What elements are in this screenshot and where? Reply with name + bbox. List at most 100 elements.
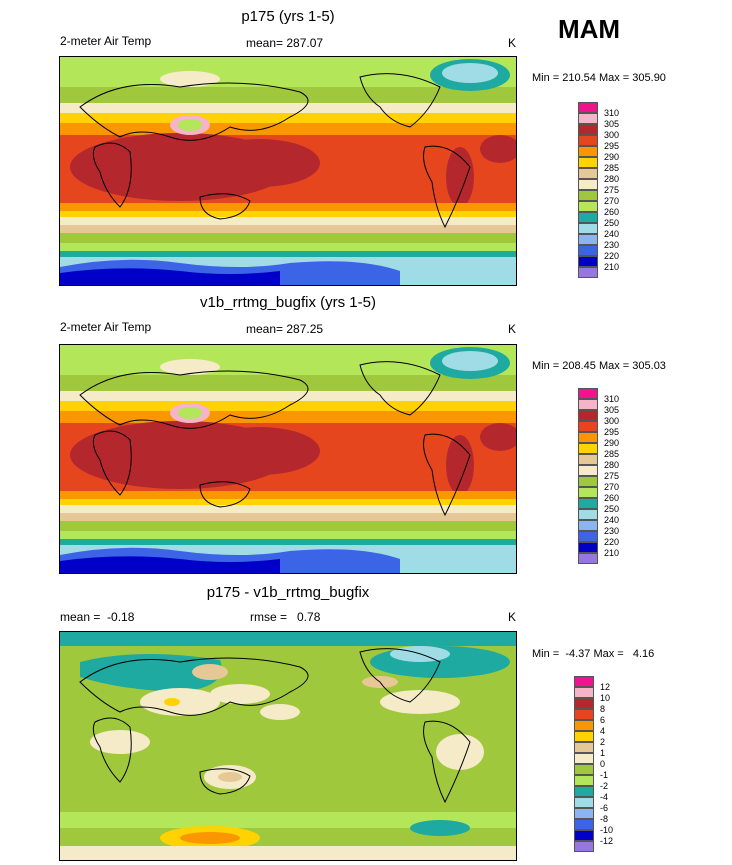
panel-3-minmax: Min = -4.37 Max = 4.16 (532, 648, 655, 660)
colorbar-label: 210 (604, 262, 620, 272)
colorbar-swatch (578, 476, 598, 487)
colorbar-swatch (578, 498, 598, 509)
colorbar-swatch (578, 113, 598, 124)
colorbar-label: 230 (604, 240, 620, 250)
colorbar-swatch (578, 256, 598, 267)
colorbar-label: -4 (600, 792, 609, 802)
colorbar-label: 10 (600, 693, 611, 703)
panel-1-title: p175 (yrs 1-5) (241, 8, 335, 25)
colorbar-swatch (578, 531, 598, 542)
colorbar-swatch (574, 753, 594, 764)
colorbar-swatch (578, 421, 598, 432)
colorbar-label: 310 (604, 394, 620, 404)
colorbar-swatch (574, 676, 594, 687)
colorbar-label: 2 (600, 737, 606, 747)
colorbar-label: 240 (604, 515, 620, 525)
panel-3-units-label: K (508, 610, 517, 624)
colorbar-label: 295 (604, 427, 620, 437)
colorbar-swatch (574, 698, 594, 709)
colorbar-label: 280 (604, 174, 620, 184)
colorbar-swatch (578, 542, 598, 553)
season-label: MAM (558, 14, 621, 44)
colorbar-swatch (578, 179, 598, 190)
colorbar-swatch (578, 553, 598, 564)
panel-1-minmax: Min = 210.54 Max = 305.90 (532, 72, 666, 84)
colorbar-label: 0 (600, 759, 606, 769)
panel-2-mean-label: mean= 287.25 (246, 322, 324, 336)
panel-2-map (59, 344, 517, 574)
colorbar-label: 6 (600, 715, 606, 725)
panel-1-map (59, 56, 517, 286)
colorbar-swatch (574, 786, 594, 797)
colorbar-swatch (578, 135, 598, 146)
panel-2-variable-label: 2-meter Air Temp (60, 320, 152, 334)
panel-3-colorbar: 12 10 8 6 4 2 1 0 -1 -2 -4 -6 -8 -10 -12 (574, 676, 613, 852)
colorbar-swatch (578, 201, 598, 212)
colorbar-swatch (574, 775, 594, 786)
colorbar-label: 305 (604, 405, 620, 415)
colorbar-swatch (578, 509, 598, 520)
colorbar-label: 260 (604, 493, 620, 503)
colorbar-swatch (578, 443, 598, 454)
colorbar-swatch (574, 742, 594, 753)
colorbar-label: 285 (604, 163, 620, 173)
colorbar-label: 12 (600, 682, 611, 692)
colorbar-label: 220 (604, 537, 620, 547)
colorbar-label: 300 (604, 416, 620, 426)
colorbar-label: 4 (600, 726, 606, 736)
colorbar-swatch (578, 102, 598, 113)
colorbar-swatch (578, 487, 598, 498)
colorbar-label: -1 (600, 770, 609, 780)
colorbar-swatch (578, 157, 598, 168)
colorbar-label: 270 (604, 482, 620, 492)
colorbar-swatch (574, 720, 594, 731)
colorbar-label: 250 (604, 218, 620, 228)
panel-1-mean-label: mean= 287.07 (246, 36, 324, 50)
colorbar-label: 290 (604, 438, 620, 448)
colorbar-label: 8 (600, 704, 606, 714)
colorbar-swatch (578, 267, 598, 278)
colorbar-swatch (578, 410, 598, 421)
colorbar-label: -8 (600, 814, 609, 824)
colorbar-label: 260 (604, 207, 620, 217)
colorbar-swatch (578, 388, 598, 399)
colorbar-label: 280 (604, 460, 620, 470)
colorbar-label: 230 (604, 526, 620, 536)
colorbar-swatch (578, 245, 598, 256)
colorbar-swatch (578, 399, 598, 410)
colorbar-label: 295 (604, 141, 620, 151)
colorbar-label: 285 (604, 449, 620, 459)
colorbar-swatch (578, 454, 598, 465)
panel-3-rmse-label: rmse = 0.78 (250, 610, 321, 624)
colorbar-swatch (578, 432, 598, 443)
panel-3-map (59, 631, 517, 861)
colorbar-swatch (574, 797, 594, 808)
colorbar-label: 300 (604, 130, 620, 140)
colorbar-swatch (578, 190, 598, 201)
colorbar-label: 275 (604, 185, 620, 195)
panel-1-units-label: K (508, 36, 517, 50)
colorbar-swatch (574, 709, 594, 720)
panel-1-variable-label: 2-meter Air Temp (60, 34, 152, 48)
colorbar-swatch (574, 808, 594, 819)
panel-2-minmax: Min = 208.45 Max = 305.03 (532, 360, 666, 372)
colorbar-label: 240 (604, 229, 620, 239)
colorbar-label: -10 (600, 825, 614, 835)
colorbar-swatch (578, 520, 598, 531)
colorbar-swatch (574, 687, 594, 698)
colorbar-label: 250 (604, 504, 620, 514)
colorbar-swatch (574, 819, 594, 830)
colorbar-label: 275 (604, 471, 620, 481)
colorbar-label: -6 (600, 803, 609, 813)
colorbar-label: 310 (604, 108, 620, 118)
colorbar-swatch (578, 124, 598, 135)
panel-3-title: p175 - v1b_rrtmg_bugfix (206, 584, 370, 601)
panel-2-title: v1b_rrtmg_bugfix (yrs 1-5) (200, 294, 376, 311)
panel-3-mean-label: mean = -0.18 (60, 610, 135, 624)
colorbar-swatch (578, 212, 598, 223)
panel-1-colorbar: 310 305 300 295 290 285 280 275 270 260 250 240 230 2… (578, 102, 619, 278)
colorbar-swatch (574, 830, 594, 841)
colorbar-swatch (574, 764, 594, 775)
colorbar-swatch (578, 234, 598, 245)
colorbar-label: 220 (604, 251, 620, 261)
